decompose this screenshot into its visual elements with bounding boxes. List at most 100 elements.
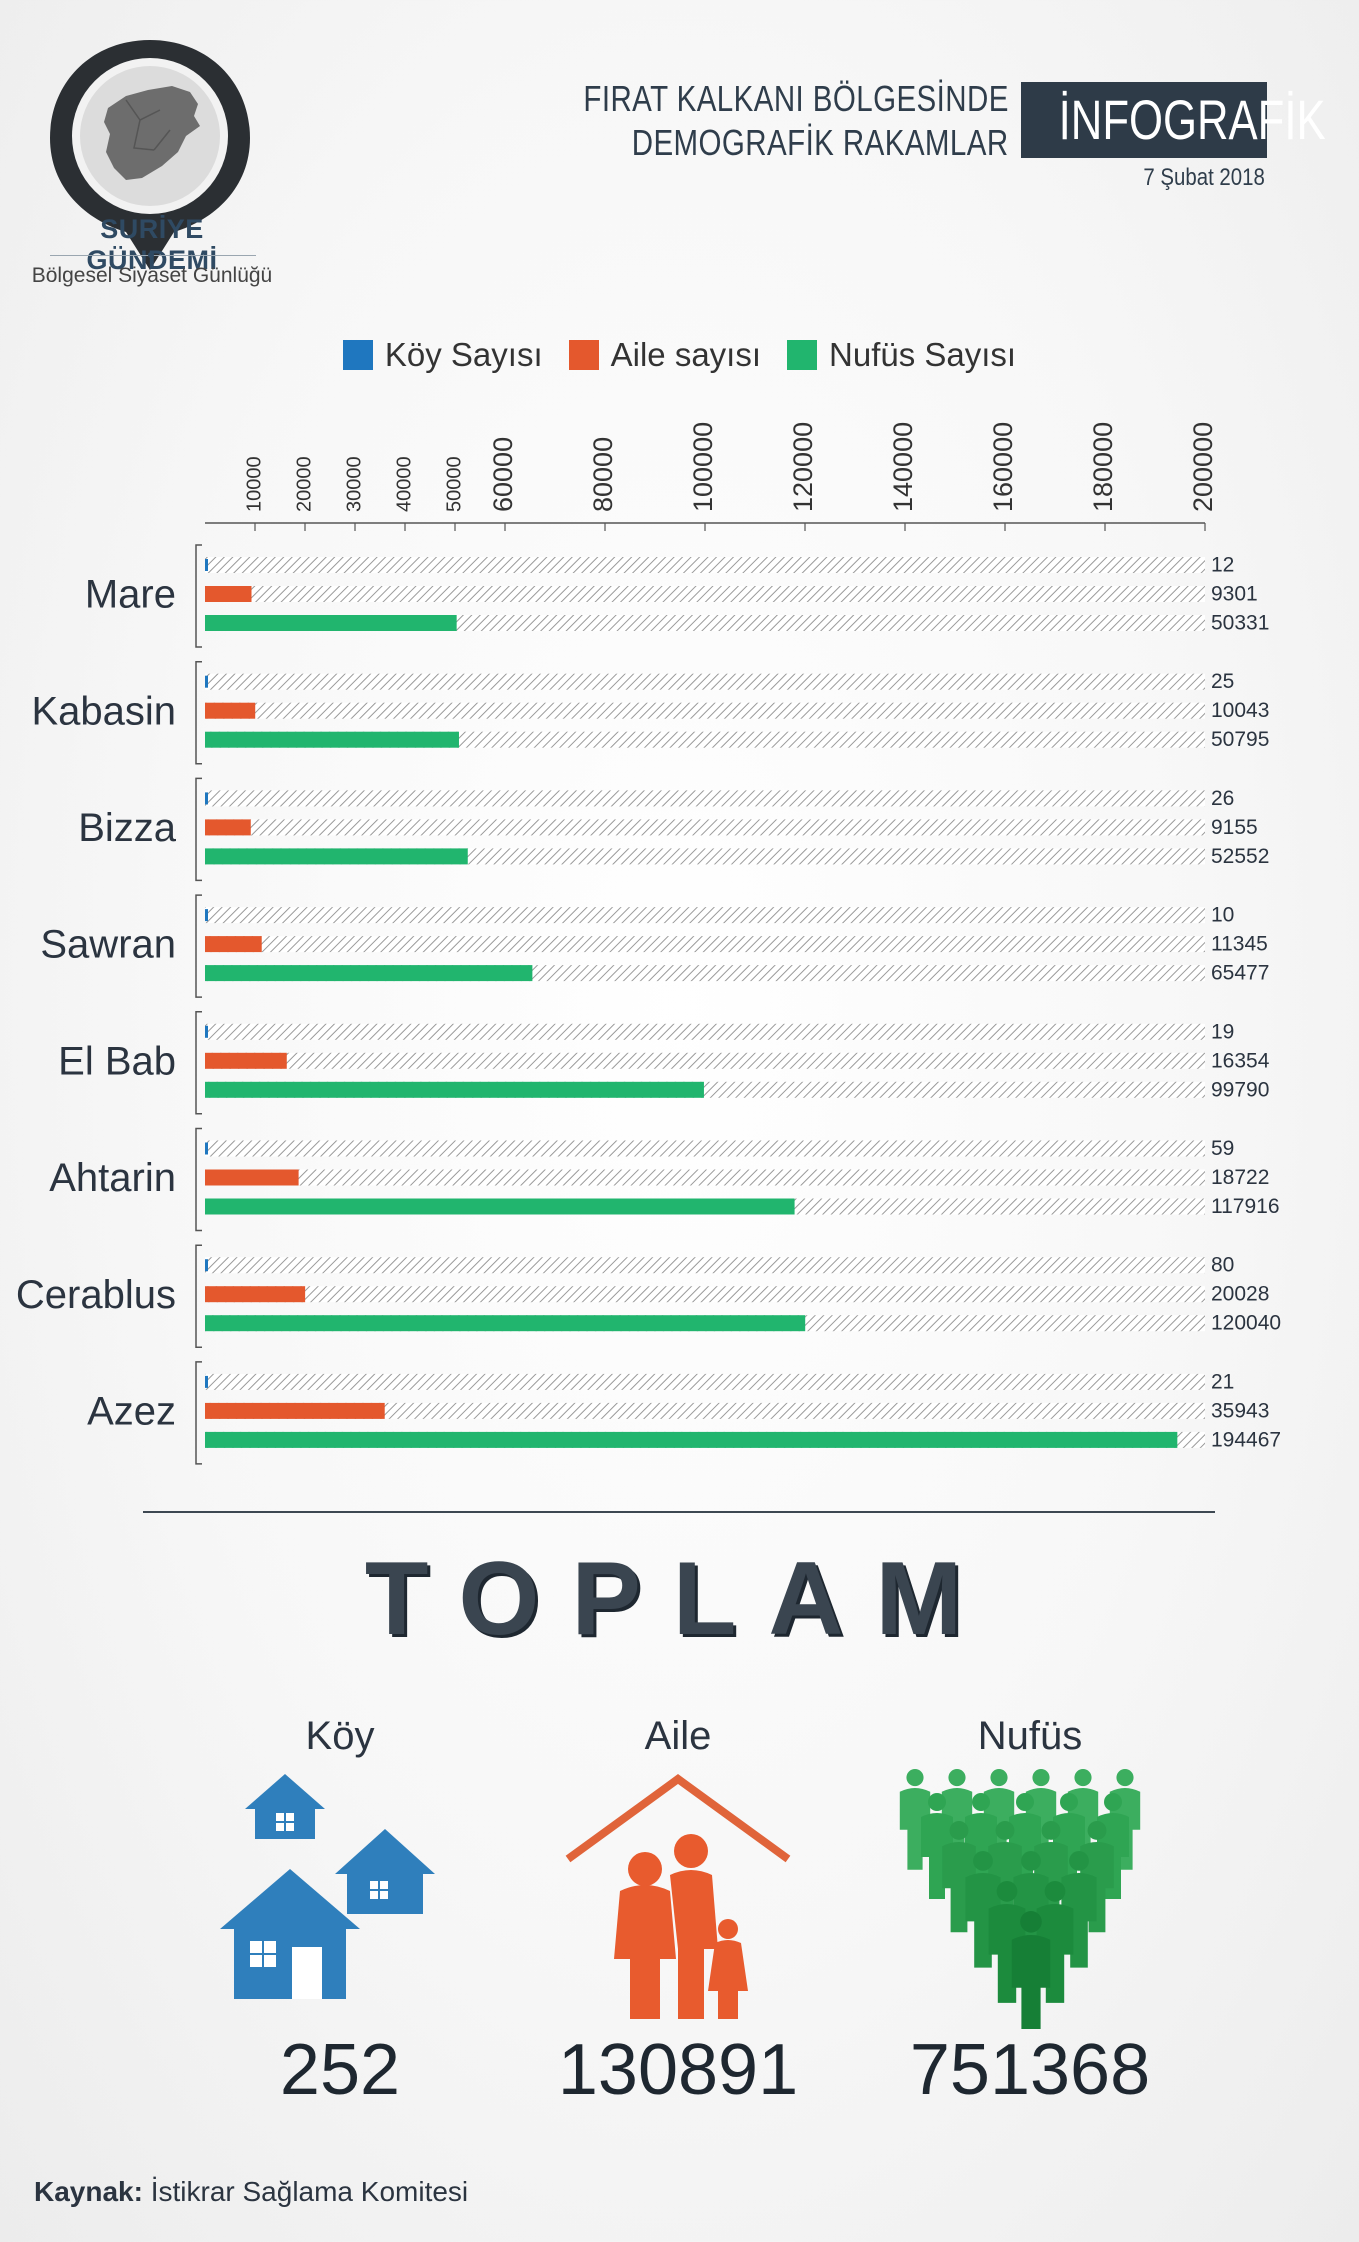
data-label: 99790: [1211, 1078, 1269, 1101]
legend-label-koy: Köy Sayısı: [384, 336, 543, 373]
data-label: 50331: [1211, 612, 1269, 635]
data-label: 21: [1211, 1370, 1234, 1393]
bar-track: [205, 1169, 1205, 1186]
bar-track: [205, 936, 1205, 953]
category-label: Bizza: [78, 806, 177, 850]
data-label: 52552: [1211, 845, 1269, 868]
bar-track: [205, 1402, 1205, 1419]
total-koy-label: Köy: [305, 1714, 375, 1758]
bar-nufus: [205, 731, 459, 748]
data-label: 25: [1211, 670, 1234, 693]
bar-koy: [205, 675, 208, 688]
category-label: Cerablus: [16, 1273, 176, 1317]
category-label: Mare: [85, 573, 176, 617]
bar-track: [205, 1257, 1205, 1274]
source-text: İstikrar Sağlama Komitesi: [150, 2176, 469, 2207]
group-bracket-Cerablus: [195, 1244, 202, 1348]
total-koy-value: 252: [279, 2030, 401, 2110]
bar-track: [205, 1373, 1205, 1390]
page-title-line-2: DEMOGRAFİK RAKAMLAR: [632, 122, 1009, 163]
bar-nufus: [205, 848, 468, 865]
brand-name: SURİYE GÜNDEMİ: [86, 214, 218, 275]
source-label: Kaynak:: [34, 2176, 143, 2207]
bar-koy: [205, 792, 208, 805]
bar-koy: [205, 559, 208, 571]
bar-nufus: [205, 1198, 795, 1215]
data-label: 120040: [1211, 1312, 1281, 1335]
bar-track: [205, 1140, 1205, 1157]
group-bracket-Ahtarin: [195, 1127, 202, 1232]
data-label: 16354: [1211, 1049, 1270, 1072]
bar-nufus: [205, 615, 457, 631]
bar-track: [205, 557, 1205, 573]
data-label: 12: [1211, 554, 1234, 577]
bar-nufus: [205, 1315, 806, 1332]
bar-track: [205, 673, 1205, 690]
bar-nufus: [205, 1431, 1178, 1448]
data-label: 35943: [1211, 1399, 1269, 1422]
group-bracket-Mare: [195, 544, 202, 648]
data-label: 10043: [1211, 699, 1269, 722]
category-label: Sawran: [40, 923, 176, 967]
x-tick-label-100000: 100000: [688, 422, 718, 512]
bar-koy: [205, 1259, 208, 1272]
data-label: 9155: [1211, 816, 1258, 839]
group-bracket-Sawran: [195, 894, 202, 998]
data-label: 18722: [1211, 1166, 1269, 1189]
total-aile-value: 130891: [557, 2030, 799, 2110]
bar-koy: [205, 909, 208, 922]
legend-label-aile: Aile sayısı: [610, 336, 762, 373]
legend-swatch-koy: [342, 340, 373, 370]
data-label: 117916: [1211, 1195, 1280, 1218]
totals-title: TOPLAM: [364, 1541, 995, 1657]
x-tick-label-120000: 120000: [788, 422, 818, 512]
group-bracket-Kabasin: [195, 660, 202, 765]
data-label: 11345: [1211, 933, 1268, 956]
crowd-icon: [899, 1769, 1141, 2029]
data-label: 19: [1211, 1020, 1234, 1043]
bar-aile: [205, 1052, 287, 1069]
bar-aile: [205, 1402, 385, 1419]
bar-nufus: [205, 965, 533, 982]
source-note: Kaynak: İstikrar Sağlama Komitesi: [34, 2176, 468, 2208]
bar-chart: 10000 20000 30000 40000 50000 60000 80000 10000…: [16, 422, 1281, 1465]
x-tick-label-160000: 160000: [988, 422, 1018, 512]
data-label: 9301: [1211, 583, 1258, 606]
category-label: Ahtarin: [49, 1156, 176, 1200]
houses-icon: [220, 1774, 435, 1999]
total-nufus: Nufüs 751368: [850, 1714, 1210, 2111]
bar-koy: [205, 1025, 208, 1038]
x-tick-label-180000: 180000: [1088, 422, 1118, 512]
data-label: 10: [1211, 904, 1234, 927]
legend-swatch-nufus: [787, 340, 818, 370]
bar-track: [205, 1023, 1205, 1040]
total-nufus-value: 751368: [909, 2030, 1151, 2110]
publish-date: 7 Şubat 2018: [1143, 164, 1265, 191]
x-tick-label-30000: 30000: [343, 456, 365, 512]
bar-track: [205, 1286, 1205, 1303]
map-pin-logo-icon: [50, 40, 250, 270]
bar-aile: [205, 1286, 306, 1303]
bar-aile: [205, 819, 251, 836]
bar-koy: [205, 1375, 208, 1388]
page-title-line-1: FIRAT KALKANI BÖLGESİNDE: [583, 78, 1009, 119]
data-label: 26: [1211, 787, 1234, 810]
legend-item-nufus: Nufüs Sayısı: [787, 336, 1016, 374]
bar-aile: [205, 936, 262, 953]
x-tick-label-10000: 10000: [243, 456, 265, 512]
bar-track: [205, 702, 1205, 719]
category-label: Kabasin: [31, 689, 176, 733]
legend-item-aile: Aile sayısı: [568, 336, 762, 374]
bar-track: [205, 1052, 1205, 1069]
x-tick-label-40000: 40000: [393, 456, 415, 512]
legend-label-nufus: Nufüs Sayısı: [829, 336, 1017, 373]
bar-track: [205, 790, 1205, 807]
bar-koy: [205, 1142, 208, 1155]
total-nufus-label: Nufüs: [977, 1714, 1083, 1758]
x-tick-label-80000: 80000: [588, 437, 618, 512]
category-label: El Bab: [58, 1039, 176, 1083]
data-label: 20028: [1211, 1283, 1269, 1306]
group-bracket-Azez: [195, 1361, 202, 1465]
legend-item-koy: Köy Sayısı: [342, 336, 543, 374]
category-label: Azez: [87, 1389, 176, 1433]
